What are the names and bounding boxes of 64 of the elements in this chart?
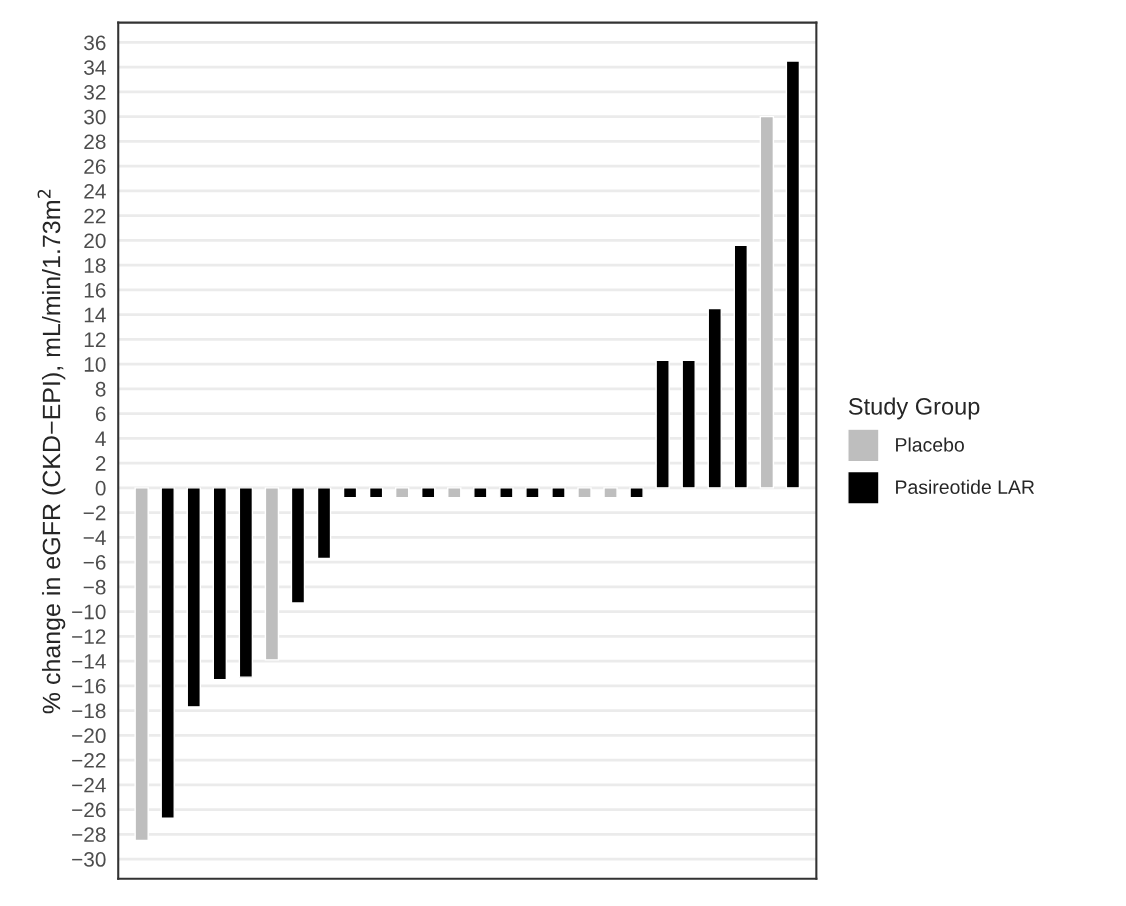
bar — [525, 487, 540, 499]
bar — [316, 487, 332, 560]
y-tick-label: −6 — [83, 555, 106, 570]
bar — [447, 487, 462, 499]
y-tick-label: −10 — [72, 604, 106, 620]
y-axis-title: % change in eGFR (CKD−EPI), mL/min/1.73m$^{2}$ — [37, 189, 66, 714]
bar — [394, 487, 410, 499]
y-tick-label: −26 — [72, 802, 106, 818]
bar — [238, 487, 254, 678]
bar — [655, 359, 670, 489]
bar — [160, 487, 175, 819]
y-tick-label: 0 — [95, 480, 106, 496]
y-tick-label: 34 — [84, 60, 106, 75]
bar — [264, 487, 280, 661]
y-tick-label: 32 — [84, 84, 106, 100]
bar — [759, 115, 775, 489]
y-tick-label: 26 — [84, 159, 106, 174]
y-tick-label: −4 — [83, 530, 106, 545]
y-tick-label: 12 — [84, 332, 106, 347]
y-tick-label: 30 — [84, 109, 106, 125]
y-tick-label: 14 — [84, 307, 106, 323]
y-tick-label: −18 — [72, 703, 106, 719]
bar — [368, 487, 384, 499]
y-tick-label: −8 — [83, 579, 106, 595]
bar — [421, 487, 436, 499]
y-tick-label: 22 — [84, 208, 106, 224]
bar — [603, 487, 618, 499]
bar — [551, 487, 566, 499]
bar — [290, 487, 306, 604]
bar — [785, 60, 801, 489]
y-tick-label: 2 — [95, 456, 106, 471]
y-tick-label: −22 — [72, 753, 106, 768]
y-tick-label: −16 — [72, 678, 106, 694]
y-tick-label: 18 — [84, 258, 106, 273]
y-tick-label: 8 — [95, 381, 106, 397]
bar — [733, 244, 749, 489]
bar — [629, 487, 644, 499]
legend-title: Study Group — [848, 397, 980, 420]
y-tick-label: −20 — [72, 728, 106, 744]
y-tick-label: 6 — [95, 406, 106, 422]
bar — [681, 359, 696, 489]
bar — [134, 487, 149, 842]
y-tick-label: 4 — [95, 431, 106, 446]
y-tick-label: 36 — [84, 35, 106, 51]
y-tick-label: 20 — [84, 233, 106, 249]
y-tick-label: −14 — [72, 654, 106, 669]
legend-label: Pasireotide LAR — [896, 479, 1035, 495]
bar — [342, 487, 358, 499]
y-tick-label: 10 — [84, 357, 106, 372]
y-tick-label: −30 — [72, 852, 106, 867]
y-tick-label: −24 — [72, 777, 106, 793]
y-tick-label: −2 — [83, 505, 106, 521]
legend-label: Placebo — [896, 437, 964, 452]
y-tick-label: 16 — [84, 282, 106, 298]
y-tick-label: −12 — [72, 629, 106, 644]
y-tick-label: −28 — [72, 827, 106, 843]
bar — [577, 487, 592, 499]
bar — [707, 307, 722, 489]
y-tick-label: 28 — [84, 134, 106, 150]
bar — [499, 487, 514, 499]
bar — [212, 487, 228, 681]
y-tick-label: 24 — [84, 183, 106, 199]
bar — [473, 487, 488, 499]
bar — [186, 487, 201, 708]
